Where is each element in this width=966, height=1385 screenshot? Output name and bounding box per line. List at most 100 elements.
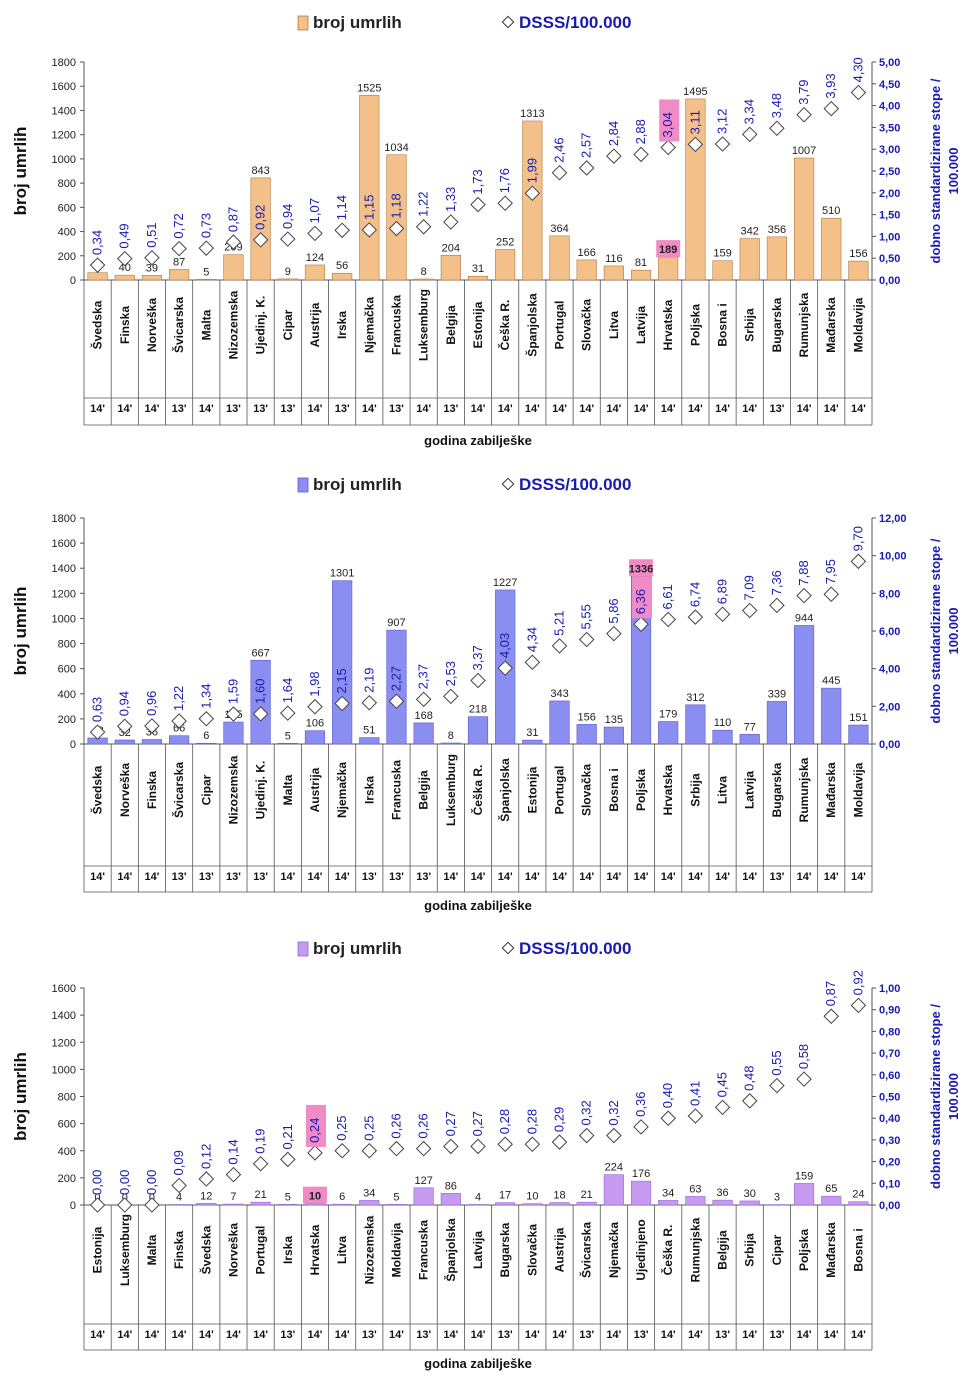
year-label: 14' (172, 1329, 187, 1341)
rate-value-label: 0,41 (687, 1081, 702, 1106)
bar-value-label: 1034 (384, 142, 408, 154)
bar-value-label: 135 (605, 714, 623, 726)
category-label: Švicarska (171, 762, 186, 818)
data-bar (196, 279, 216, 280)
rate-value-label: 0,12 (198, 1144, 213, 1169)
year-label: 14' (634, 403, 649, 415)
rate-diamond (335, 1144, 349, 1158)
year-label: 13' (172, 403, 187, 415)
rate-value-label: 5,55 (579, 604, 594, 629)
year-label: 14' (661, 403, 676, 415)
year-label: 14' (498, 403, 513, 415)
rate-diamond (797, 589, 811, 603)
rate-value-label: 0,58 (796, 1044, 811, 1069)
year-label: 14' (797, 871, 812, 883)
year-label: 14' (226, 1329, 241, 1341)
bar-value-label: 1301 (330, 568, 354, 580)
rate-value-label: 1,64 (280, 678, 295, 703)
rate-value-label: 7,95 (823, 559, 838, 584)
category-label: Njemačka (607, 1222, 621, 1278)
right-tick-label: 1,00 (879, 983, 900, 995)
year-label: 13' (416, 1329, 431, 1341)
data-bar (821, 1196, 841, 1205)
category-label: Poljska (688, 304, 702, 346)
rate-value-label: 0,00 (90, 1170, 105, 1195)
bar-value-label: 21 (254, 1189, 266, 1201)
data-bar (577, 1202, 597, 1205)
category-label: Estonija (525, 766, 539, 813)
year-label: 14' (308, 403, 323, 415)
category-label: Moldavija (851, 762, 865, 817)
left-tick-label: 1600 (52, 983, 76, 995)
data-bar (550, 701, 570, 744)
bar-value-label: 6 (339, 1191, 345, 1203)
data-bar (604, 727, 624, 744)
legend-bar-swatch (298, 942, 308, 956)
left-tick-label: 400 (58, 689, 76, 701)
data-bar (468, 717, 488, 744)
category-label: Bugarska (770, 762, 784, 817)
category-label: Francuska (389, 760, 403, 820)
rate-value-label: 0,45 (715, 1072, 730, 1097)
year-label: 14' (117, 403, 132, 415)
rate-value-label: 4,34 (524, 627, 539, 652)
left-tick-label: 800 (58, 178, 76, 190)
data-bar (468, 1204, 488, 1205)
rate-diamond (91, 1198, 105, 1212)
year-label: 14' (117, 871, 132, 883)
category-label: Francuska (389, 295, 403, 355)
category-label: Bugarska (770, 297, 784, 352)
rate-value-label: 0,27 (470, 1111, 485, 1136)
rate-diamond (634, 1120, 648, 1134)
year-label: 14' (416, 403, 431, 415)
category-label: Češka R. (660, 1225, 675, 1276)
year-label: 14' (471, 403, 486, 415)
rate-value-label: 0,09 (171, 1150, 186, 1175)
data-bar (495, 249, 515, 280)
rate-value-label: 7,36 (769, 570, 784, 595)
left-tick-label: 1200 (52, 588, 76, 600)
right-tick-label: 2,50 (879, 166, 900, 178)
right-tick-label: 0,30 (879, 1135, 900, 1147)
rate-diamond (580, 161, 594, 175)
right-axis-title-line2: 100.000 (946, 1073, 961, 1120)
year-label: 14' (362, 403, 377, 415)
year-label: 14' (471, 871, 486, 883)
category-label: Austrija (553, 1227, 567, 1272)
category-label: Švedska (90, 300, 105, 349)
rate-value-label: 2,15 (334, 668, 349, 693)
bar-value-label: 356 (768, 224, 786, 236)
data-bar (414, 723, 434, 744)
rate-diamond (715, 607, 729, 621)
year-label: 14' (824, 1329, 839, 1341)
rate-diamond (362, 1144, 376, 1158)
data-bar (169, 269, 189, 280)
data-bar (713, 261, 733, 280)
bar-value-label: 5 (285, 730, 291, 742)
legend-diamond-icon (502, 942, 513, 953)
data-bar (169, 1204, 189, 1205)
year-label: 14' (117, 1329, 132, 1341)
rate-value-label: 6,61 (660, 584, 675, 609)
year-label: 14' (579, 871, 594, 883)
rate-diamond (199, 241, 213, 255)
category-label: Belgija (716, 1230, 730, 1270)
rate-diamond (471, 673, 485, 687)
bar-value-label: 1525 (357, 82, 381, 94)
data-bar (550, 236, 570, 280)
rate-value-label: 0,94 (280, 204, 295, 229)
bar-value-label: 30 (744, 1188, 756, 1200)
right-tick-label: 5,00 (879, 57, 900, 69)
category-label: Norveška (145, 298, 159, 352)
rate-value-label: 0,25 (334, 1115, 349, 1140)
year-label: 14' (199, 1329, 214, 1341)
category-label: Francuska (417, 1220, 431, 1280)
category-label: Ujedinj. K. (254, 761, 268, 820)
bar-value-label: 110 (714, 717, 732, 729)
rate-value-label: 6,89 (715, 579, 730, 604)
data-bar (115, 740, 135, 744)
rate-value-label: 0,72 (171, 213, 186, 238)
year-label: 14' (145, 1329, 160, 1341)
data-bar (713, 730, 733, 744)
